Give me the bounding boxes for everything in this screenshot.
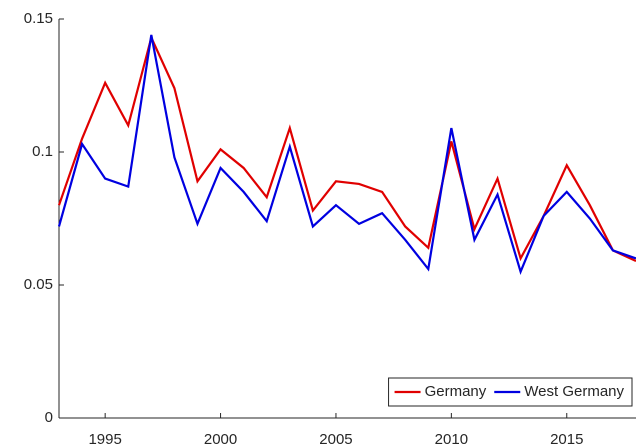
x-tick-label: 1995 — [88, 431, 121, 448]
x-tick-label: 2010 — [435, 431, 468, 448]
legend-label: West Germany — [524, 383, 624, 400]
x-tick-label: 2005 — [319, 431, 352, 448]
legend: Germany West Germany — [388, 377, 633, 407]
series-line — [57, 34, 636, 275]
y-tick-label: 0.15 — [24, 10, 53, 27]
legend-label: Germany — [425, 383, 487, 400]
y-tick-label: 0 — [45, 409, 53, 426]
x-tick-label: 2000 — [204, 431, 237, 448]
y-tick-label: 0.1 — [32, 143, 53, 160]
x-tick-label: 2015 — [550, 431, 583, 448]
y-tick-label: 0.05 — [24, 276, 53, 293]
